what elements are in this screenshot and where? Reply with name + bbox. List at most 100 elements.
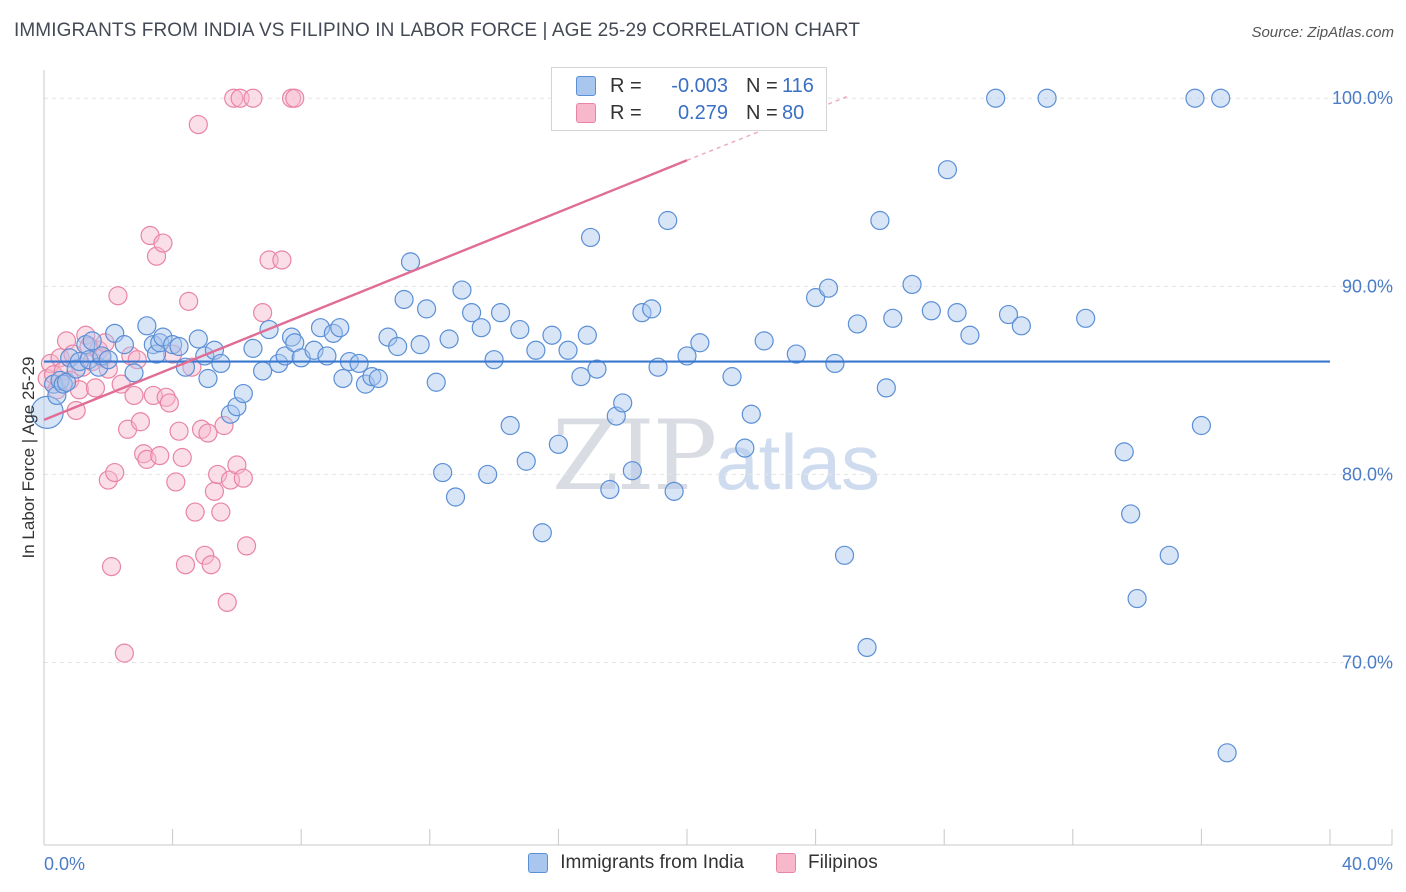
india-point [124,363,144,383]
india-point [1121,504,1141,524]
filipino-point [243,88,263,108]
india-point [1191,415,1212,436]
filipino-point [169,421,189,441]
india-point [416,299,437,319]
legend-r-label: R = [610,74,642,97]
filipino-points [37,88,305,663]
india-point [452,280,472,300]
india-point [648,357,668,377]
india-point [330,318,350,338]
india-point [870,210,890,231]
india-point [677,346,697,366]
india-point [532,523,552,543]
filipino-point [114,643,134,663]
india-point [114,335,134,355]
x-tick-label: 40.0% [1342,854,1393,874]
legend-r-value: -0.003 [671,74,728,97]
india-point [902,274,922,295]
india-point [986,88,1006,108]
legend-row-india: R = -0.003 N = 116 [576,73,814,99]
series-legend: Immigrants from India Filipinos [0,852,1406,874]
chart-title: IMMIGRANTS FROM INDIA VS FILIPINO IN LAB… [14,20,861,41]
india-point [478,464,498,485]
india-point [433,462,453,483]
india-point [243,338,263,358]
india-point [53,374,73,394]
india-point [137,316,157,336]
india-point [153,327,173,347]
axes [43,70,1393,846]
filipino-point [108,286,128,306]
india-point [600,479,620,500]
filipino-point [85,378,106,398]
watermark: ZIPatlas [552,400,880,512]
india-point [825,353,845,374]
india-point [1127,588,1147,609]
y-tick-label: 90.0% [1342,276,1393,296]
india-point [89,357,109,377]
filipino-point [195,545,215,565]
india-point [805,288,826,308]
india-point [79,350,99,370]
india-point [500,415,520,436]
india-point [220,404,241,424]
india-point [571,367,591,387]
india-point [1217,743,1237,763]
india-point [1159,545,1179,565]
filipino-trend-line [43,159,688,421]
filipino-point [236,536,257,556]
india-point [960,325,980,345]
india-point [253,361,273,381]
legend-n-label: N = [746,74,778,97]
india-point [98,350,118,370]
india-point [56,372,77,392]
india-point [1076,308,1096,328]
legend-n-value: 80 [782,101,805,124]
y-tick-label: 70.0% [1342,653,1393,673]
filipino-point [124,385,144,406]
india-point [947,303,967,323]
grid-lines [44,97,1392,664]
india-point [921,301,941,321]
source-credit: Source: ZipAtlas.com [1251,24,1394,41]
y-axis-label: In Labor Force | Age 25-29 [19,357,38,559]
india-point [1114,442,1134,462]
india-point [722,367,742,387]
y-tick-labels: 70.0% 80.0% 90.0% 100.0% [1332,88,1393,672]
filipino-point [179,291,199,311]
india-point [275,346,295,366]
india-point [1011,316,1031,336]
india-point [818,278,839,298]
legend-item-filipino: Filipinos [776,852,878,874]
x-tick-labels: 0.0% 40.0% [44,854,1393,874]
india-point [876,378,896,398]
legend-label-filipino: Filipinos [808,852,878,873]
india-point [410,335,430,355]
filipino-point [172,447,192,468]
india-point [526,340,546,360]
india-point [786,344,806,364]
india-point [857,637,877,658]
filipino-point [217,592,237,612]
filipino-point [101,557,122,577]
filipino-point [153,233,173,253]
india-point [1037,88,1057,108]
india-point [548,434,569,454]
legend-row-filipino: R = 0.279 N = 80 [576,100,804,126]
india-point [664,481,684,501]
india-point [188,329,208,349]
filipino-point [79,336,99,357]
india-point [741,404,761,424]
filipino-point [204,481,224,501]
filipino-point [211,502,231,522]
india-point [735,438,755,458]
india-point [426,372,446,392]
filipino-point [105,462,125,483]
india-point [642,299,662,319]
filipino-point [159,393,179,413]
india-point [847,314,867,334]
filipino-point [188,114,208,135]
filipino-point [272,250,292,270]
india-point [333,368,353,389]
india-point [388,336,408,357]
